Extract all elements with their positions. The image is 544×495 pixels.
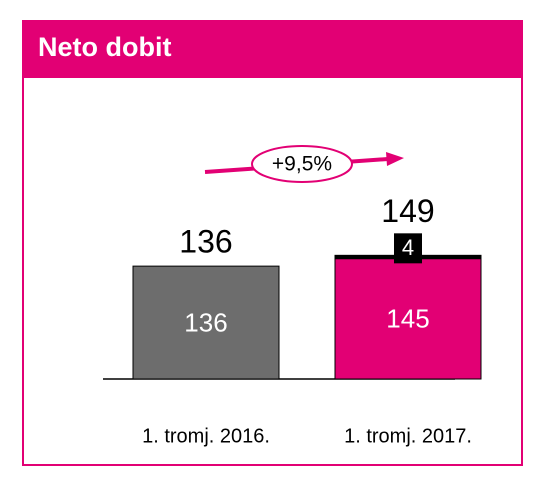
arrow-head xyxy=(386,152,404,166)
segment-label: 136 xyxy=(184,307,227,337)
header xyxy=(22,20,523,78)
segment-label: 145 xyxy=(386,304,429,334)
bar-segment xyxy=(334,258,482,380)
x-tick-label: 1. tromj. 2017. xyxy=(344,425,472,447)
annotation: +9,5% xyxy=(272,153,332,176)
frame xyxy=(22,20,523,466)
segment-label: 4 xyxy=(402,235,414,260)
annotation-bubble xyxy=(251,145,353,183)
chart-title: Neto dobit xyxy=(38,32,171,62)
segment-label-box xyxy=(394,233,422,264)
total-label: 136 xyxy=(179,224,232,260)
x-tick-label: 1. tromj. 2016. xyxy=(142,425,270,447)
bar-segment xyxy=(132,265,280,380)
total-label: 149 xyxy=(381,193,434,229)
